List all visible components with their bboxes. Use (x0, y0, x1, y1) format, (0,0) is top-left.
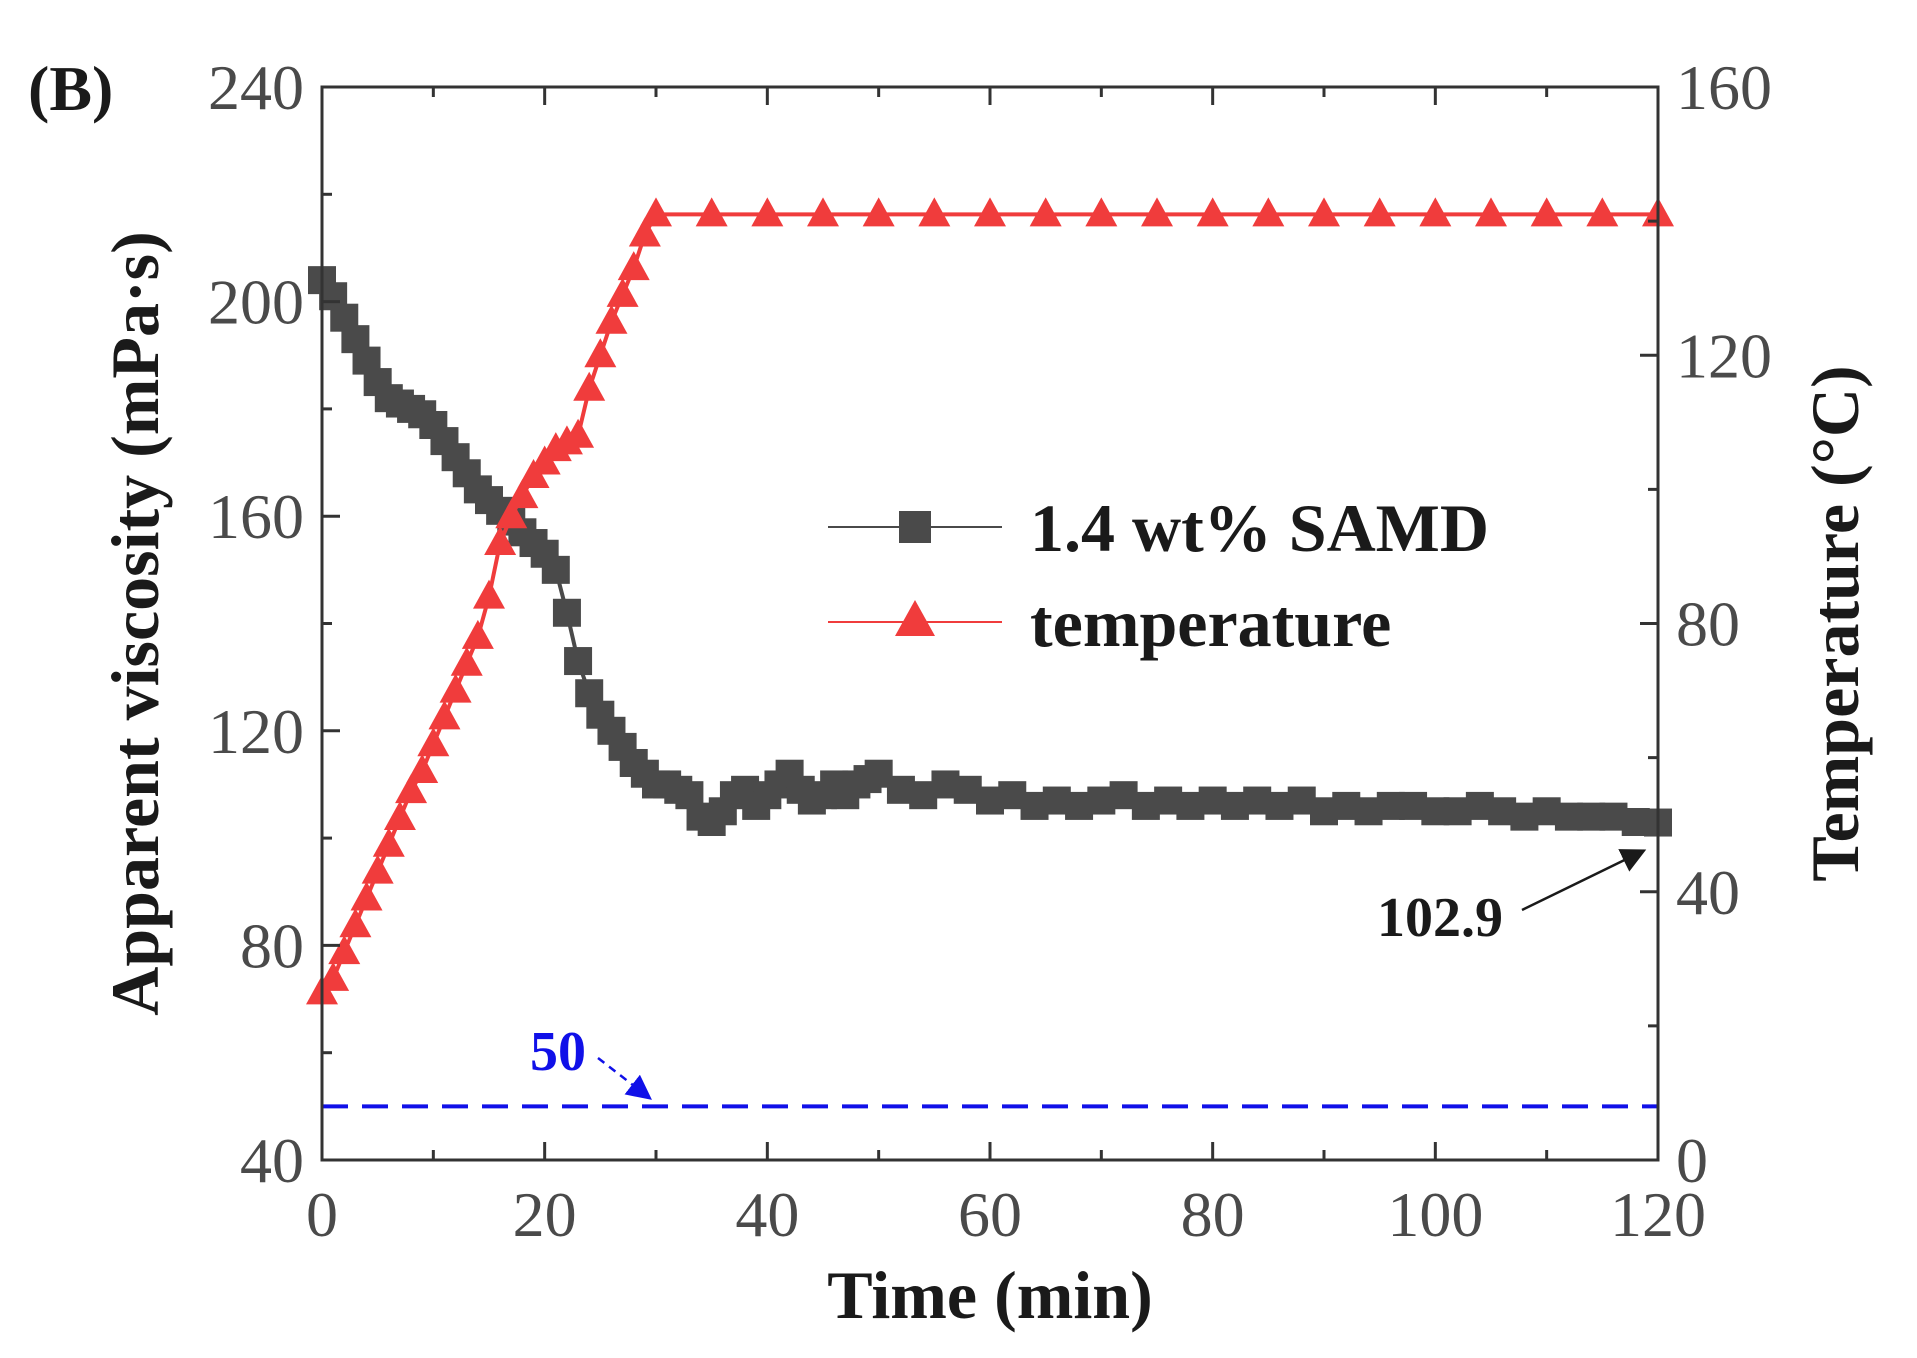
temperature-point (562, 418, 595, 448)
temperature-point (807, 197, 839, 227)
temperature-point (1308, 197, 1340, 227)
temperature-point (317, 961, 350, 991)
y2-tick-label-120: 120 (1676, 320, 1772, 391)
temperature-point (606, 277, 639, 307)
viscosity-point (552, 598, 581, 627)
y-axis-title: Apparent viscosity (mPa·s) (97, 231, 173, 1016)
temperature-point (395, 774, 428, 804)
temperature-point (695, 197, 728, 227)
temperature-point (584, 338, 617, 368)
temperature-point (1419, 197, 1452, 227)
temperature-point (506, 479, 539, 509)
temperature-point (974, 197, 1006, 227)
temperature-point (495, 499, 528, 529)
y-tick-label-80: 80 (240, 910, 304, 981)
temperature-point (1196, 197, 1229, 227)
legend-marker-viscosity (899, 511, 931, 543)
viscosity-point (564, 647, 593, 676)
x-tick-label-0: 0 (306, 1179, 338, 1250)
annotation-layer: 102.9 50 (530, 849, 1647, 1100)
temperature-point (439, 673, 472, 703)
temperature-point (383, 800, 416, 830)
temperature-point (372, 827, 405, 857)
temperature-series-line (320, 212, 1658, 994)
x-tick-label-20: 20 (513, 1179, 577, 1250)
y-tick-label-240: 240 (208, 52, 304, 123)
y-tick-label-160: 160 (208, 481, 304, 552)
viscosity-point (541, 555, 570, 584)
y-tick-label-200: 200 (208, 267, 304, 338)
temperature-point (328, 935, 361, 965)
temperature-point (617, 251, 650, 281)
end-value-annotation: 102.9 (1377, 887, 1503, 949)
x-tick-label-100: 100 (1387, 1179, 1483, 1250)
legend-label-temperature: temperature (1030, 585, 1391, 661)
temperature-point (1586, 197, 1619, 227)
y-tick-label-120: 120 (208, 696, 304, 767)
end-value-arrow (1521, 849, 1647, 912)
temperature-point (473, 579, 505, 609)
x-axis-title: Time (min) (827, 1257, 1153, 1333)
temperature-point (862, 197, 895, 227)
temperature-point (1029, 197, 1062, 227)
temperature-point (1475, 197, 1507, 227)
y2-tick-label-160: 160 (1676, 52, 1772, 123)
y-tick-label-40: 40 (240, 1125, 304, 1196)
temperature-point (1530, 197, 1563, 227)
temperature-point (1085, 197, 1118, 227)
series-layer (306, 197, 1674, 1005)
temperature-point (595, 304, 628, 334)
x-tick-label-120: 120 (1610, 1179, 1706, 1250)
temperature-point (573, 371, 606, 401)
temperature-point (339, 908, 372, 938)
temperature-point (628, 217, 661, 247)
y2-tick-label-0: 0 (1676, 1125, 1708, 1196)
y2-tick-label-40: 40 (1676, 857, 1740, 928)
temperature-point (361, 854, 394, 884)
temperature-point (918, 197, 951, 227)
x-tick-label-80: 80 (1181, 1179, 1245, 1250)
plot-frame (320, 85, 1660, 1162)
reference-line-arrow (597, 1057, 652, 1100)
temperature-point (484, 526, 517, 556)
temperature-point (1141, 197, 1173, 227)
legend-marker-temperature (895, 600, 935, 636)
legend: 1.4 wt% SAMD temperature (828, 490, 1489, 661)
temperature-point (417, 727, 450, 757)
temperature-point (428, 700, 461, 730)
temperature-point (1363, 197, 1396, 227)
legend-label-viscosity: 1.4 wt% SAMD (1030, 490, 1489, 566)
tick-layer: 0 20 40 60 80 100 1204080120160200240040801201… (208, 52, 1772, 1250)
temperature-point (461, 619, 494, 649)
temperature-point (350, 881, 383, 911)
reference-line-label: 50 (530, 1021, 586, 1083)
y2-tick-label-80: 80 (1676, 589, 1740, 660)
x-tick-label-60: 60 (958, 1179, 1022, 1250)
temperature-point (1252, 197, 1285, 227)
y2-axis-title: Temperature (°C) (1797, 365, 1873, 881)
temperature-point (640, 197, 672, 227)
x-tick-label-40: 40 (735, 1179, 799, 1250)
temperature-point (406, 754, 439, 784)
panel-label: (B) (28, 53, 113, 124)
temperature-point (751, 197, 784, 227)
temperature-point (450, 646, 483, 676)
